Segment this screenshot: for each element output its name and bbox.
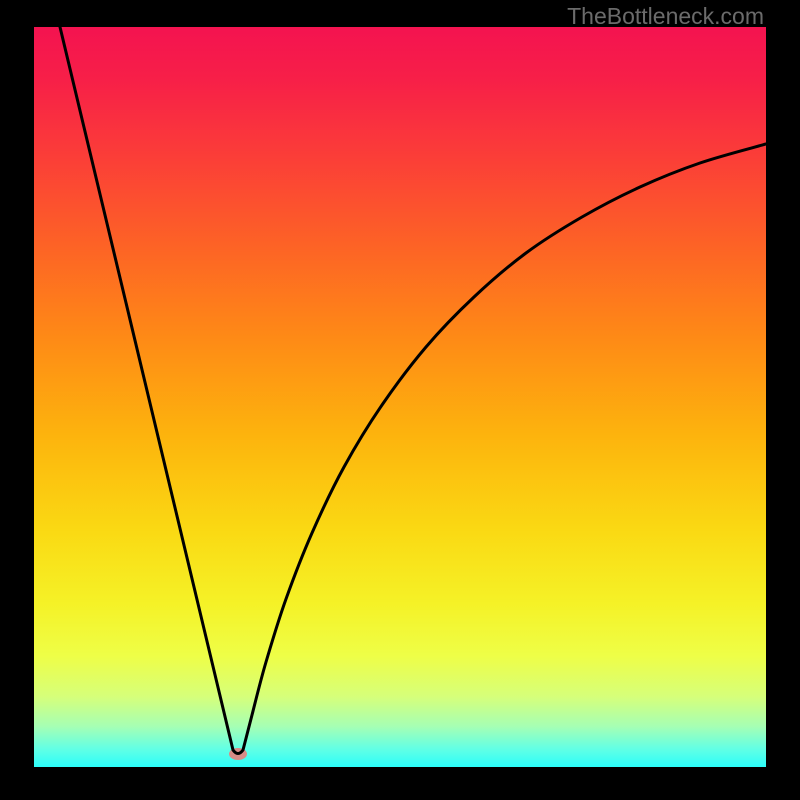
bottleneck-curve (34, 27, 766, 767)
plot-area (34, 27, 766, 767)
watermark-text: TheBottleneck.com (567, 3, 764, 30)
